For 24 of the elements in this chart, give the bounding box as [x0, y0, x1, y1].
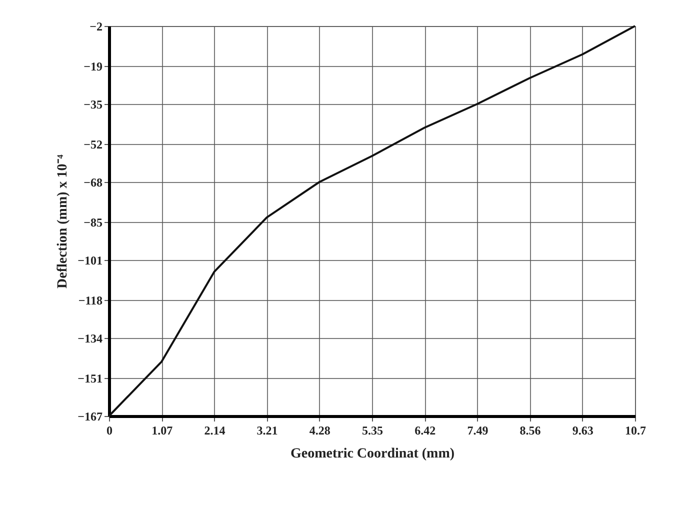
y-tick-label: −19	[84, 60, 102, 74]
x-tick-label: 5.35	[362, 424, 383, 438]
x-tick-label: 9.63	[572, 424, 594, 438]
y-tick-label: −134	[78, 332, 102, 346]
x-tick-label: 0	[106, 424, 112, 438]
y-tick-label: −167	[78, 410, 102, 424]
y-tick-label: −118	[78, 294, 102, 308]
x-tick-label: 1.07	[152, 424, 173, 438]
x-tick-label: 2.14	[204, 424, 226, 438]
y-axis-title: Deflection (mm) x 10⁻⁴	[56, 154, 71, 288]
y-tick-label: −151	[78, 372, 102, 386]
x-tick-label: 3.21	[256, 424, 278, 438]
x-tick-label: 7.49	[467, 424, 488, 438]
y-tick-label: −68	[84, 176, 102, 190]
x-tick-label: 6.42	[414, 424, 436, 438]
y-tick-label: −101	[78, 254, 102, 268]
y-tick-label: −85	[84, 216, 102, 230]
x-axis-title: Geometric Coordinat (mm)	[290, 446, 455, 462]
y-tick-label: −52	[84, 138, 102, 152]
x-tick-label: 10.7	[625, 424, 646, 438]
x-tick-label: 8.56	[520, 424, 541, 438]
y-tick-label: −2	[90, 20, 102, 34]
x-tick-label: 4.28	[309, 424, 330, 438]
y-tick-label: −35	[84, 98, 102, 112]
